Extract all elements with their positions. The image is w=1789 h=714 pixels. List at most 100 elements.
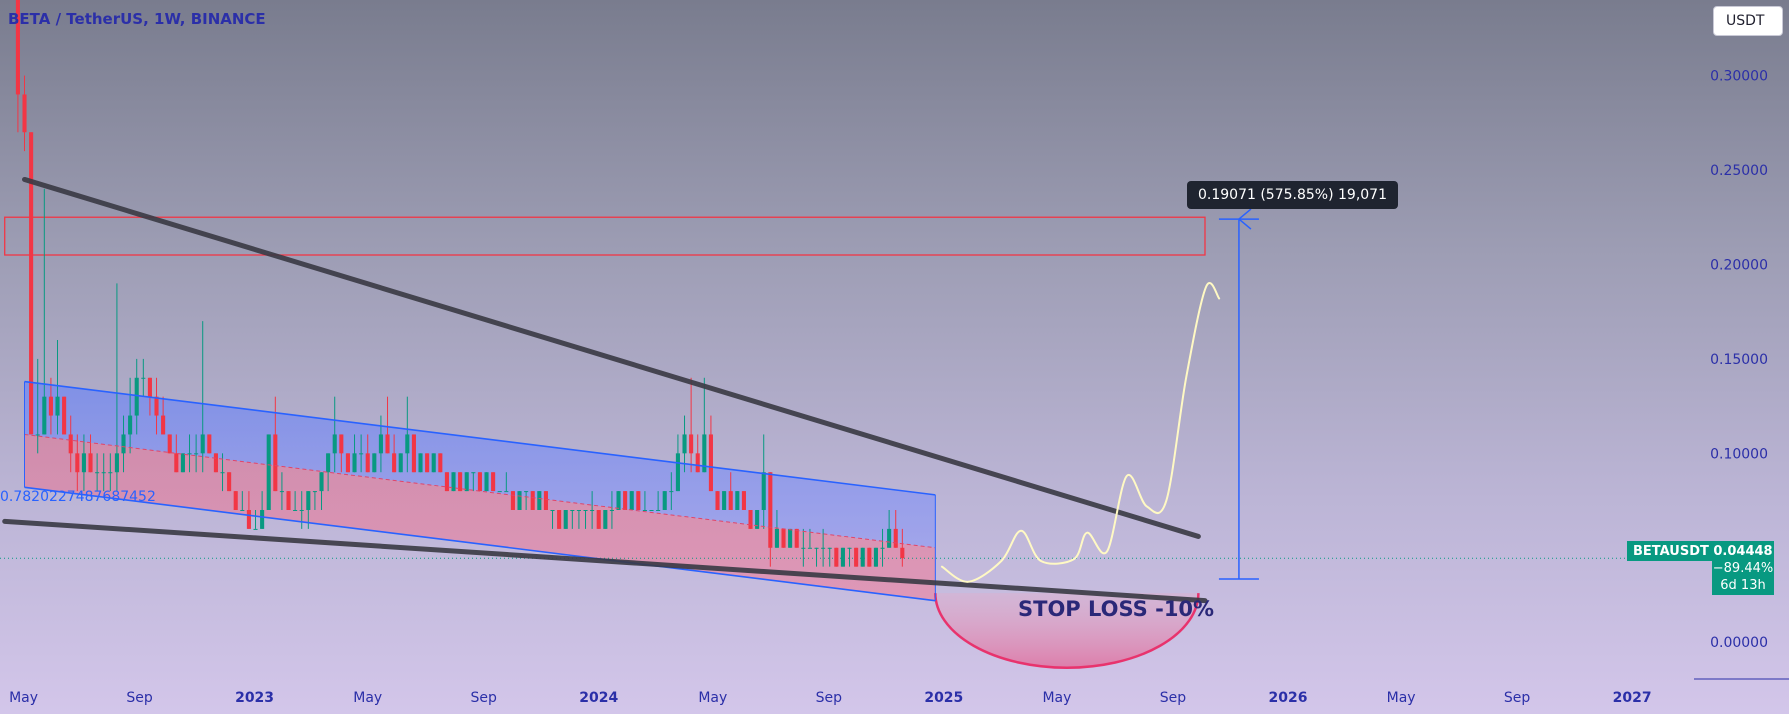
candle xyxy=(372,453,377,473)
candle-body xyxy=(530,491,535,510)
candle-body xyxy=(345,453,350,473)
candle-body xyxy=(392,453,397,473)
candle xyxy=(332,396,337,473)
candle xyxy=(768,472,773,567)
candle-body xyxy=(504,491,509,493)
candle xyxy=(596,510,601,529)
candle xyxy=(649,510,654,511)
candle-body xyxy=(781,528,786,548)
stop-loss-arc xyxy=(934,593,1200,669)
candle xyxy=(629,491,634,510)
candle-body xyxy=(359,453,364,455)
candle xyxy=(22,75,27,152)
candle-body xyxy=(702,434,707,473)
candle xyxy=(114,283,119,492)
price-tick-label: 0.20000 xyxy=(1710,257,1768,273)
candle xyxy=(253,510,258,530)
candle xyxy=(339,434,344,473)
candle xyxy=(35,358,40,454)
candle-body xyxy=(378,434,383,454)
candle-body xyxy=(438,453,443,473)
time-tick-label: 2023 xyxy=(235,690,274,706)
candle-body xyxy=(425,453,430,473)
candle-body xyxy=(352,453,357,473)
candle-body xyxy=(444,472,449,492)
candle xyxy=(141,358,146,397)
channel-lower-fill xyxy=(24,434,936,601)
candle xyxy=(398,453,403,473)
time-tick-label: May xyxy=(353,690,382,706)
candle xyxy=(603,510,608,529)
candle-body xyxy=(801,547,806,549)
candle-body xyxy=(596,510,601,529)
candle xyxy=(563,510,568,529)
candle-body xyxy=(741,491,746,510)
candle xyxy=(854,547,859,567)
currency-button[interactable]: USDT xyxy=(1713,6,1783,36)
candle-body xyxy=(708,434,713,492)
last-price: 0.04448 xyxy=(1713,544,1773,559)
candle xyxy=(491,472,496,492)
candle xyxy=(821,528,826,567)
candle xyxy=(801,528,806,567)
symbol-tag: BETAUSDT xyxy=(1627,541,1715,561)
candle-body xyxy=(246,510,251,529)
time-tick-label: 2024 xyxy=(579,690,618,706)
candle-body xyxy=(458,472,463,492)
candle-body xyxy=(636,491,641,510)
candle-body xyxy=(880,547,885,549)
candle-body xyxy=(590,510,595,511)
candle-body xyxy=(326,453,331,473)
candle xyxy=(590,491,595,529)
candle-body xyxy=(557,510,562,529)
candle-body xyxy=(464,472,469,492)
candle xyxy=(260,491,265,529)
candle xyxy=(425,453,430,473)
candle xyxy=(438,453,443,473)
candle-body xyxy=(794,528,799,548)
time-to-close: 6d 13h xyxy=(1720,578,1766,593)
candle xyxy=(108,453,113,492)
candle-body xyxy=(735,491,740,510)
candle xyxy=(570,510,575,529)
candle-body xyxy=(893,528,898,548)
candle xyxy=(623,491,628,510)
time-tick-label: Sep xyxy=(816,690,843,706)
candle-body xyxy=(167,434,172,454)
candle-body xyxy=(755,510,760,529)
candle xyxy=(194,434,199,473)
candle-body xyxy=(629,491,634,510)
candle-body xyxy=(62,396,67,435)
candle xyxy=(636,491,641,510)
candle-body xyxy=(128,415,133,435)
candle-body xyxy=(689,434,694,454)
candle xyxy=(860,547,865,567)
time-tick-label: May xyxy=(1387,690,1416,706)
candle-body xyxy=(728,491,733,510)
candle-body xyxy=(471,472,476,474)
candle xyxy=(722,491,727,510)
candle xyxy=(180,453,185,473)
candle-body xyxy=(207,434,212,454)
candle xyxy=(583,510,588,529)
candle xyxy=(642,491,647,511)
candle xyxy=(293,491,298,511)
candle xyxy=(814,547,819,567)
candle-body xyxy=(319,472,324,492)
candle-body xyxy=(616,491,621,510)
candle xyxy=(266,434,271,510)
candle-body xyxy=(141,377,146,379)
candle xyxy=(62,396,67,435)
candle xyxy=(207,434,212,454)
stop-loss-zone xyxy=(935,593,1199,668)
candle-body xyxy=(365,453,370,473)
candle xyxy=(484,472,489,492)
candle-body xyxy=(814,547,819,549)
candle-body xyxy=(42,396,47,435)
candle-body xyxy=(451,472,456,492)
candle xyxy=(418,453,423,473)
candle-body xyxy=(431,453,436,473)
candle xyxy=(128,377,133,454)
